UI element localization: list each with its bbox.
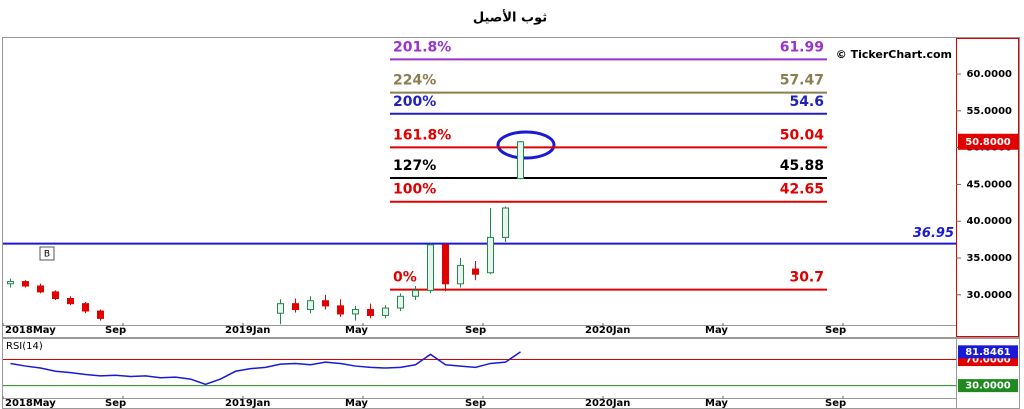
y-tick-label: 30.0000	[966, 290, 1012, 301]
candle-body	[502, 207, 509, 238]
x-tick-label: 2019Jan	[225, 325, 270, 336]
signal-box	[39, 246, 55, 261]
candle-body	[292, 303, 299, 311]
rsi-line	[10, 351, 521, 386]
fib-level-label: 224%	[393, 73, 436, 89]
x-tick-label: Sep	[105, 398, 126, 409]
rsi-title: RSI(14)	[6, 341, 43, 352]
fib-level-value: 54.6	[789, 94, 824, 110]
x-tick-label: May	[345, 398, 368, 409]
rsi-plot	[3, 351, 956, 387]
candle-body	[472, 268, 479, 275]
last-value-label: 81.8461	[965, 347, 1011, 358]
candle-body	[7, 281, 14, 285]
candle-body	[52, 291, 59, 300]
fib-level-label: 127%	[393, 158, 436, 174]
candle-body	[412, 289, 419, 297]
x-tick-label: 2020Jan	[585, 398, 630, 409]
y-tick-label: 60.0000	[966, 69, 1012, 80]
last-price-label: 50.8000	[965, 137, 1011, 148]
candle-body	[352, 309, 359, 315]
fib-level-label: 200%	[393, 94, 436, 110]
price-axis-frame	[956, 38, 1019, 337]
x-tick-label: May	[345, 325, 368, 336]
candle-body	[307, 300, 314, 311]
candle-body	[97, 310, 104, 319]
x-tick-label: Sep	[105, 325, 126, 336]
candle-body	[487, 236, 494, 274]
x-tick-label: Sep	[465, 325, 486, 336]
y-tick-box	[958, 379, 1018, 393]
fib-level-value: 61.99	[780, 39, 824, 55]
candle-body	[82, 303, 89, 312]
x-tick-label: Sep	[465, 398, 486, 409]
fib-level-label: 0%	[393, 270, 417, 286]
price-panel-frame	[2, 37, 1020, 338]
candle-body	[277, 303, 284, 314]
watermark: © TickerChart.com	[836, 48, 952, 61]
chart-title: ثوب الأصيل	[473, 9, 547, 26]
fib-level-label: 161.8%	[393, 127, 451, 143]
x-tick-label: 2018May	[5, 325, 56, 336]
candle-body	[37, 285, 44, 293]
x-tick-label: May	[705, 398, 728, 409]
horizontal-line-label: 36.95	[913, 226, 954, 241]
last-value-box	[958, 345, 1018, 359]
x-tick-label: 2018May	[5, 398, 56, 409]
y-tick-label: 45.0000	[966, 179, 1012, 190]
candle-body	[322, 300, 329, 307]
candle-body	[457, 264, 464, 285]
fib-level-label: 100%	[393, 182, 436, 198]
fib-level-value: 50.04	[780, 127, 825, 143]
candle-body	[442, 244, 449, 285]
y-tick-label: 55.0000	[966, 106, 1012, 117]
candle-body	[337, 305, 344, 315]
signal-label: B	[44, 250, 50, 260]
fib-level-label: 201.8%	[393, 39, 451, 55]
x-tick-label: 2019Jan	[225, 398, 270, 409]
fib-level-value: 42.65	[780, 182, 824, 198]
y-tick-label: 30.0000	[965, 381, 1011, 392]
price-plot: 201.8% 61.99 224% 57.47 200% 54.6 161.8% 50.04 1…	[3, 39, 956, 325]
fib-level-value: 57.47	[780, 73, 824, 89]
candle-body	[22, 281, 29, 287]
y-tick-label: 35.0000	[966, 253, 1012, 264]
candle-body	[397, 295, 404, 309]
highlight-ellipse	[496, 130, 556, 160]
x-tick-label: 2020Jan	[585, 325, 630, 336]
candle-body	[427, 244, 434, 291]
candle-body	[517, 141, 524, 180]
last-price-box	[958, 133, 1018, 150]
candle-body	[382, 307, 389, 316]
fib-level-value: 30.7	[789, 270, 824, 286]
axes: 30.000035.000040.000045.000050.000055.00…	[2, 69, 1018, 409]
y-tick-label: 40.0000	[966, 216, 1012, 227]
x-tick-label: Sep	[825, 325, 846, 336]
x-tick-label: May	[705, 325, 728, 336]
fib-level-value: 45.88	[780, 158, 824, 174]
x-tick-label: Sep	[825, 398, 846, 409]
y-tick-label: 70.0000	[965, 355, 1011, 366]
candle-body	[67, 298, 74, 305]
candle-body	[367, 309, 374, 316]
